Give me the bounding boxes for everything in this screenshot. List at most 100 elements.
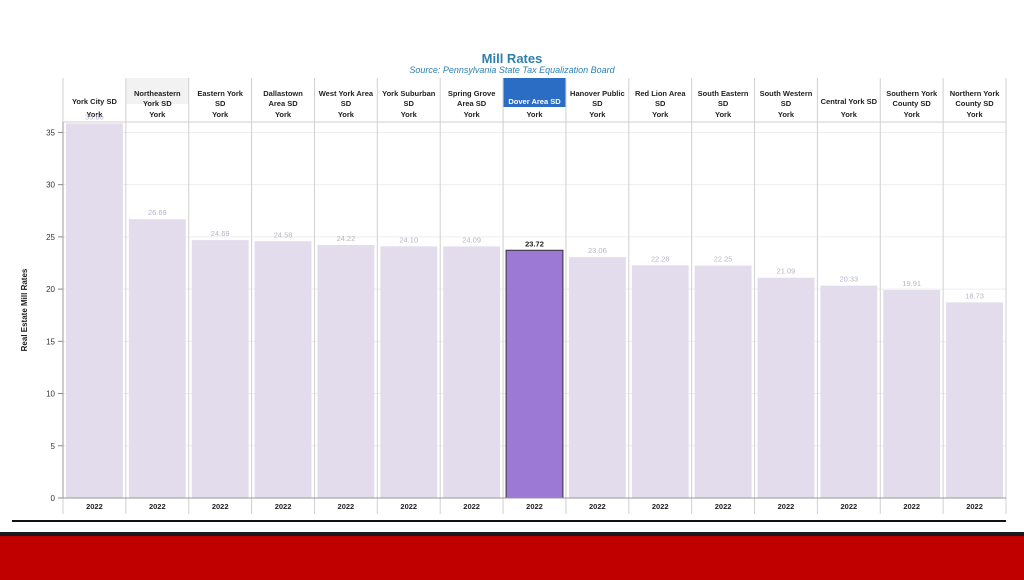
county-label-10: York — [715, 110, 732, 119]
header-bg-7 — [503, 78, 566, 107]
header-bg-1 — [125, 78, 189, 104]
county-label-11: York — [778, 110, 795, 119]
value-label-9: 22.28 — [651, 254, 670, 263]
county-label-4: York — [338, 110, 355, 119]
bar-14 — [946, 302, 1003, 498]
year-label-7: 2022 — [526, 502, 543, 511]
county-label-1: York — [149, 110, 166, 119]
bar-6 — [443, 246, 501, 498]
district-label-2-0: Eastern York — [197, 89, 243, 98]
county-label-6: York — [464, 110, 481, 119]
county-label-7: York — [526, 110, 543, 119]
county-label-3: York — [275, 110, 292, 119]
district-label-8-0: Hanover Public — [570, 89, 625, 98]
county-label-14: York — [967, 110, 984, 119]
district-label-7-0: Dover Area SD — [508, 97, 561, 106]
district-label-2-1: SD — [215, 99, 226, 108]
year-label-10: 2022 — [715, 502, 732, 511]
y-tick-label-0: 0 — [51, 494, 56, 503]
value-label-3: 24.58 — [274, 230, 293, 239]
bar-4 — [317, 245, 375, 498]
district-label-8-1: SD — [592, 99, 603, 108]
value-label-10: 22.25 — [714, 255, 733, 264]
bar-9 — [631, 265, 689, 498]
district-label-13-1: County SD — [893, 99, 932, 108]
year-label-8: 2022 — [589, 502, 606, 511]
value-label-4: 24.22 — [337, 234, 356, 243]
county-label-2: York — [212, 110, 229, 119]
district-label-4-1: SD — [341, 99, 352, 108]
year-label-12: 2022 — [840, 502, 857, 511]
y-tick-label-5: 5 — [51, 442, 56, 451]
district-label-4-0: West York Area — [319, 89, 374, 98]
value-label-0: 35.86 — [85, 112, 104, 121]
value-label-8: 23.06 — [588, 246, 607, 255]
value-label-5: 24.10 — [399, 235, 418, 244]
year-label-13: 2022 — [903, 502, 920, 511]
district-label-9-1: SD — [655, 99, 666, 108]
district-label-9-0: Red Lion Area — [635, 89, 686, 98]
year-label-5: 2022 — [400, 502, 417, 511]
y-tick-label-35: 35 — [46, 128, 55, 137]
year-label-9: 2022 — [652, 502, 669, 511]
bar-5 — [380, 246, 438, 498]
y-tick-label-25: 25 — [46, 233, 55, 242]
value-label-11: 21.09 — [777, 267, 796, 276]
year-label-1: 2022 — [149, 502, 166, 511]
bar-8 — [568, 257, 626, 498]
bar-12 — [820, 285, 878, 498]
value-label-2: 24.69 — [211, 229, 230, 238]
county-label-13: York — [904, 110, 921, 119]
county-label-8: York — [589, 110, 606, 119]
district-label-5-0: York Suburban — [382, 89, 436, 98]
year-label-6: 2022 — [463, 502, 480, 511]
bar-0 — [66, 123, 123, 498]
year-label-0: 2022 — [86, 502, 103, 511]
district-label-3-1: Area SD — [268, 99, 298, 108]
chart-subtitle: Source: Pennsylvania State Tax Equalizat… — [409, 65, 615, 75]
district-label-10-1: SD — [718, 99, 729, 108]
year-label-3: 2022 — [275, 502, 292, 511]
county-label-0: York — [86, 110, 103, 119]
bar-10 — [694, 265, 752, 498]
bar-chart: 0 5 10 15 20 25 30 35 Real Estate Mill Rates York… — [20, 78, 1007, 514]
bar-13 — [883, 290, 941, 498]
district-label-6-0: Spring Grove — [448, 89, 496, 98]
year-label-2: 2022 — [212, 502, 229, 511]
bar-1 — [128, 219, 186, 498]
year-label-14: 2022 — [966, 502, 983, 511]
year-label-4: 2022 — [338, 502, 355, 511]
district-label-12-0: Central York SD — [821, 97, 878, 106]
value-label-6: 24.09 — [462, 235, 481, 244]
district-label-1-0: Northeastern — [134, 89, 181, 98]
y-axis-label: Real Estate Mill Rates — [20, 268, 29, 351]
bar-11 — [757, 277, 815, 498]
county-label-5: York — [401, 110, 418, 119]
y-tick-label-30: 30 — [46, 181, 55, 190]
district-label-6-1: Area SD — [457, 99, 487, 108]
district-label-14-1: County SD — [955, 99, 994, 108]
bar-7 — [505, 249, 564, 499]
bar-2 — [191, 240, 249, 499]
value-label-7: 23.72 — [525, 239, 544, 248]
chart-title: Mill Rates — [481, 51, 543, 66]
y-tick-label-20: 20 — [46, 285, 55, 294]
county-label-9: York — [652, 110, 669, 119]
district-label-10-0: South Eastern — [698, 89, 749, 98]
district-label-5-1: SD — [404, 99, 415, 108]
bar-3 — [254, 241, 312, 498]
district-label-11-0: South Western — [760, 89, 813, 98]
county-label-12: York — [841, 110, 858, 119]
value-label-13: 19.91 — [902, 279, 921, 288]
y-tick-label-10: 10 — [46, 390, 55, 399]
footer-band — [0, 532, 1024, 580]
district-label-0-0: York City SD — [72, 97, 117, 106]
y-tick-label-15: 15 — [46, 337, 55, 346]
district-label-11-1: SD — [781, 99, 792, 108]
district-label-13-0: Southern York — [886, 89, 938, 98]
value-label-1: 26.69 — [148, 208, 167, 217]
year-label-11: 2022 — [778, 502, 795, 511]
value-label-14: 18.73 — [965, 291, 984, 300]
value-label-12: 20.33 — [839, 275, 858, 284]
bottom-rule — [12, 520, 1006, 522]
